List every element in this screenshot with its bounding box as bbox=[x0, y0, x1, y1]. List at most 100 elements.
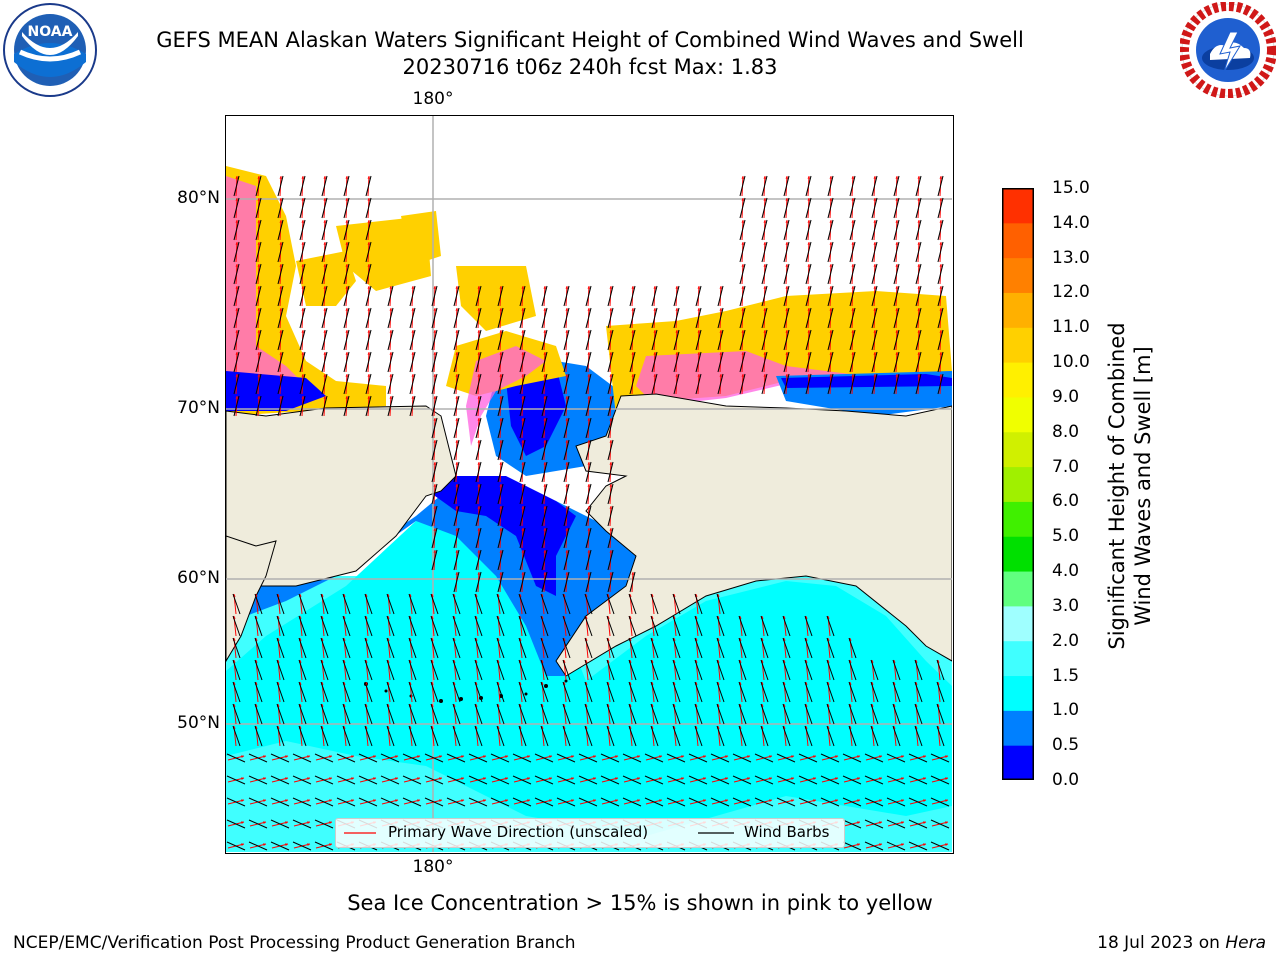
wind-barb bbox=[584, 703, 593, 725]
wave-arrow-head bbox=[851, 176, 855, 179]
wind-barb bbox=[607, 351, 614, 373]
wave-arrow-head bbox=[301, 374, 305, 377]
wind-barb bbox=[314, 841, 334, 851]
wind-barb bbox=[826, 637, 835, 659]
wind-barb bbox=[694, 637, 703, 659]
wind-barb bbox=[827, 263, 834, 285]
wave-arrow-head bbox=[659, 799, 662, 803]
wind-barb bbox=[292, 753, 312, 763]
colorbar-segment bbox=[1002, 257, 1034, 293]
beaufort-deep bbox=[781, 374, 952, 388]
kamchatka-land bbox=[226, 535, 277, 662]
wave-arrow-head bbox=[609, 396, 613, 399]
wind-barb bbox=[364, 659, 373, 681]
wind-barb bbox=[915, 175, 922, 197]
wind-barb bbox=[820, 753, 840, 763]
wave-arrow-head bbox=[499, 440, 503, 443]
wind-barb bbox=[409, 395, 416, 417]
arctic-ice-west-blue bbox=[226, 371, 326, 411]
wave-arrow-head bbox=[433, 506, 437, 509]
wind-barb bbox=[717, 373, 724, 395]
wave-arrow-head bbox=[499, 396, 503, 399]
wave-arrow-head bbox=[373, 799, 376, 803]
wind-barb bbox=[760, 725, 769, 747]
wind-barb bbox=[908, 775, 928, 785]
wind-barb bbox=[673, 307, 680, 329]
colorbar-tick-label: 3.0 bbox=[1052, 595, 1080, 616]
wind-barb bbox=[386, 703, 395, 725]
wave-arrow-head bbox=[241, 821, 244, 825]
wind-barb bbox=[738, 637, 747, 659]
wave-arrow-head bbox=[763, 198, 767, 201]
wind-barb bbox=[298, 681, 307, 703]
wave-arrow-head bbox=[439, 799, 442, 803]
wind-barb bbox=[541, 373, 548, 395]
wind-barb bbox=[760, 637, 769, 659]
wave-arrow-head bbox=[367, 176, 371, 179]
wind-barb bbox=[365, 285, 372, 307]
wind-barb bbox=[628, 703, 637, 725]
noaa-logo-text: NOAA bbox=[28, 24, 73, 40]
wind-barb bbox=[320, 659, 329, 681]
wind-barb bbox=[298, 659, 307, 681]
wind-barb bbox=[233, 241, 240, 263]
wind-barb bbox=[848, 659, 857, 681]
wave-arrow-head bbox=[477, 352, 481, 355]
wave-arrow-head bbox=[851, 264, 855, 267]
wind-barb bbox=[452, 725, 461, 747]
wave-arrow-head bbox=[345, 264, 349, 267]
wave-arrow-head bbox=[483, 799, 486, 803]
wind-barb bbox=[607, 461, 614, 483]
colorbar-gradient bbox=[1002, 188, 1034, 781]
wave-arrow-head bbox=[279, 286, 283, 289]
wind-barb bbox=[343, 307, 350, 329]
wind-barb bbox=[563, 527, 570, 549]
wind-barb bbox=[387, 285, 394, 307]
wave-arrow-head bbox=[587, 550, 591, 553]
wind-barb bbox=[408, 659, 417, 681]
wind-barb bbox=[893, 351, 900, 373]
sea-ice-note: Sea Ice Concentration > 15% is shown in … bbox=[347, 891, 933, 915]
wave-arrow-head bbox=[257, 330, 261, 333]
wind-barb bbox=[270, 775, 290, 785]
wind-barb bbox=[255, 263, 262, 285]
wind-barb bbox=[695, 307, 702, 329]
wave-arrow-head bbox=[411, 330, 415, 333]
wind-barb bbox=[915, 241, 922, 263]
wind-barb bbox=[386, 681, 395, 703]
wave-arrow-head bbox=[587, 484, 591, 487]
wind-barb bbox=[937, 307, 944, 329]
wind-barb bbox=[628, 637, 637, 659]
wind-barb bbox=[540, 615, 549, 637]
wave-arrow-head bbox=[521, 374, 525, 377]
wind-barb bbox=[226, 775, 246, 785]
wave-arrow-head bbox=[433, 462, 437, 465]
wind-barb bbox=[342, 637, 351, 659]
wind-barb bbox=[430, 703, 439, 725]
wind-barb bbox=[343, 351, 350, 373]
wind-barb bbox=[232, 637, 241, 659]
wind-barb bbox=[804, 703, 813, 725]
wind-barb bbox=[607, 505, 614, 527]
wave-arrow-head bbox=[461, 755, 464, 759]
colorbar-tick-label: 2.0 bbox=[1052, 630, 1080, 651]
wave-arrow-head bbox=[653, 352, 657, 355]
colorbar-segment bbox=[1002, 362, 1034, 398]
wind-barb bbox=[254, 593, 263, 615]
wave-arrow-head bbox=[901, 777, 904, 781]
wind-barb bbox=[936, 681, 945, 703]
wave-arrow-head bbox=[675, 308, 679, 311]
map-panel bbox=[225, 115, 954, 854]
wind-barb bbox=[321, 263, 328, 285]
wave-arrow-head bbox=[939, 198, 943, 201]
wave-arrow-head bbox=[851, 308, 855, 311]
wind-barb bbox=[585, 307, 592, 329]
wind-barb bbox=[600, 797, 620, 807]
wind-barb bbox=[585, 285, 592, 307]
wind-barb bbox=[629, 351, 636, 373]
wave-arrow-head bbox=[527, 799, 530, 803]
wave-arrow-head bbox=[505, 799, 508, 803]
wave-arrow-head bbox=[725, 799, 728, 803]
wind-barb bbox=[782, 725, 791, 747]
wave-arrow-head bbox=[719, 330, 723, 333]
